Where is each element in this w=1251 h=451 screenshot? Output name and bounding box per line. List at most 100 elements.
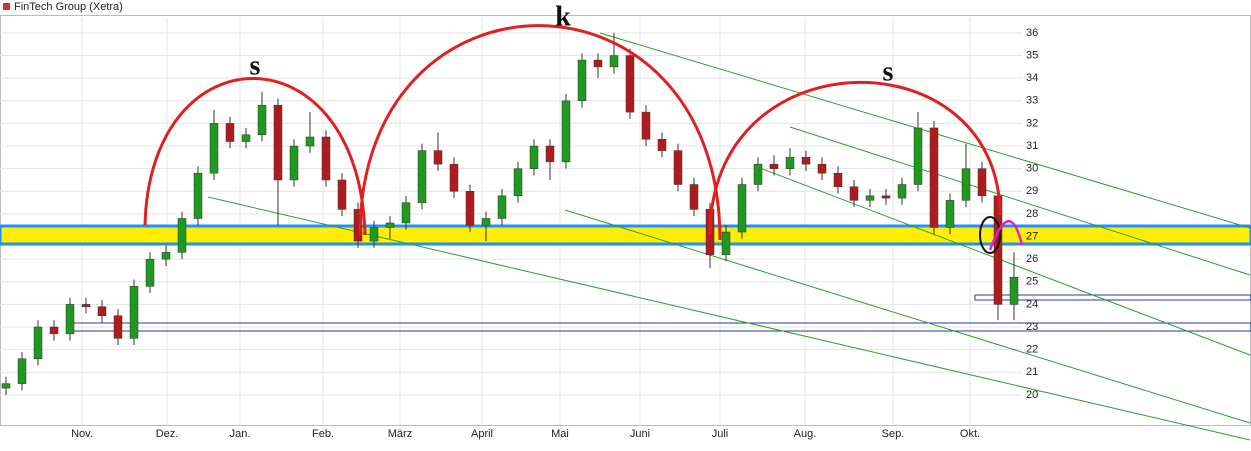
y-tick-label: 21 (1026, 366, 1038, 378)
x-tick-label: März (388, 428, 412, 440)
candle-body (289, 145, 299, 181)
support-box (974, 294, 1251, 301)
y-tick-label: 20 (1026, 389, 1038, 401)
candle-body (97, 306, 107, 316)
candle-body (881, 195, 891, 199)
candle-body (177, 218, 187, 253)
y-tick-label: 36 (1026, 27, 1038, 39)
candle-body (945, 200, 955, 228)
candle-body (129, 286, 139, 339)
candle-body (353, 209, 363, 242)
candle-body (1, 383, 11, 389)
candle-body (545, 145, 555, 163)
candle-body (273, 105, 283, 181)
candle-body (929, 127, 939, 228)
candle-body (417, 150, 427, 203)
candle-body (161, 252, 171, 260)
candle-body (625, 55, 635, 113)
x-tick-label: Nov. (71, 428, 93, 440)
y-tick-label: 35 (1026, 49, 1038, 61)
support-band (0, 224, 1251, 246)
y-tick-label: 33 (1026, 95, 1038, 107)
candle-body (641, 111, 651, 140)
candle-body (433, 150, 443, 165)
candle-body (865, 195, 875, 201)
circle-mark (979, 216, 1001, 254)
candle-body (465, 191, 475, 226)
chart-title: FinTech Group (Xetra) (14, 1, 123, 13)
y-tick-label: 26 (1026, 253, 1038, 265)
candle-body (529, 145, 539, 169)
y-tick-label: 31 (1026, 140, 1038, 152)
candle-body (209, 123, 219, 174)
trend-line (564, 209, 1251, 424)
candle-body (657, 139, 667, 151)
candle-body (337, 179, 347, 210)
trend-line (207, 196, 1251, 441)
y-tick-label: 30 (1026, 163, 1038, 175)
candle-body (49, 326, 59, 335)
candle-body (81, 304, 91, 307)
candle-body (369, 227, 379, 242)
candle-body (849, 186, 859, 201)
x-tick-label: Okt. (960, 428, 980, 440)
candle-body (17, 358, 27, 384)
x-tick-label: Aug. (794, 428, 817, 440)
arc (358, 24, 722, 241)
hook (988, 220, 1024, 251)
candle-body (321, 136, 331, 181)
plot-area (0, 15, 1251, 426)
candle-body (113, 315, 123, 339)
candle-body (753, 163, 763, 185)
y-tick-label: 27 (1026, 230, 1038, 242)
candle-body (401, 202, 411, 224)
x-tick-label: Juni (630, 428, 650, 440)
candle-body (737, 184, 747, 233)
grid (0, 18, 1022, 425)
candle-body (673, 150, 683, 185)
trend-line (599, 32, 1251, 229)
candle-body (913, 127, 923, 185)
candle-body (593, 59, 603, 68)
annotation: s (883, 56, 894, 87)
arc (708, 81, 1002, 236)
candle-body (385, 222, 395, 228)
candle-body (33, 326, 43, 359)
arc (143, 77, 367, 236)
patterns (143, 24, 1024, 254)
legend-swatch (3, 3, 10, 10)
x-tick-label: Jan. (230, 428, 251, 440)
candle-body (65, 304, 75, 335)
y-tick-label: 28 (1026, 208, 1038, 220)
candle-body (241, 134, 251, 142)
y-tick-label: 25 (1026, 276, 1038, 288)
x-tick-label: Juli (712, 428, 729, 440)
candle-body (561, 100, 571, 163)
y-tick-label: 34 (1026, 72, 1038, 84)
candle-body (721, 231, 731, 255)
candle-body (977, 168, 987, 197)
trend-line (789, 126, 1251, 276)
y-tick-label: 29 (1026, 185, 1038, 197)
trend-line (759, 167, 1251, 356)
candle-body (833, 172, 843, 188)
candle-body (609, 55, 619, 68)
trend-lines (207, 32, 1251, 441)
candle-body (817, 163, 827, 174)
candle-body (801, 157, 811, 165)
annotation: s (250, 50, 261, 81)
annotation: k (555, 1, 571, 32)
candles (1, 32, 1019, 395)
candle-body (785, 157, 795, 169)
y-tick-label: 23 (1026, 321, 1038, 333)
candle-body (145, 258, 155, 287)
x-tick-label: Sep. (882, 428, 905, 440)
candle-body (225, 123, 235, 142)
candle-body (961, 168, 971, 201)
candle-body (769, 163, 779, 169)
candle-body (193, 172, 203, 219)
candle-body (481, 218, 491, 226)
y-tick-label: 24 (1026, 298, 1038, 310)
x-tick-label: Feb. (312, 428, 334, 440)
